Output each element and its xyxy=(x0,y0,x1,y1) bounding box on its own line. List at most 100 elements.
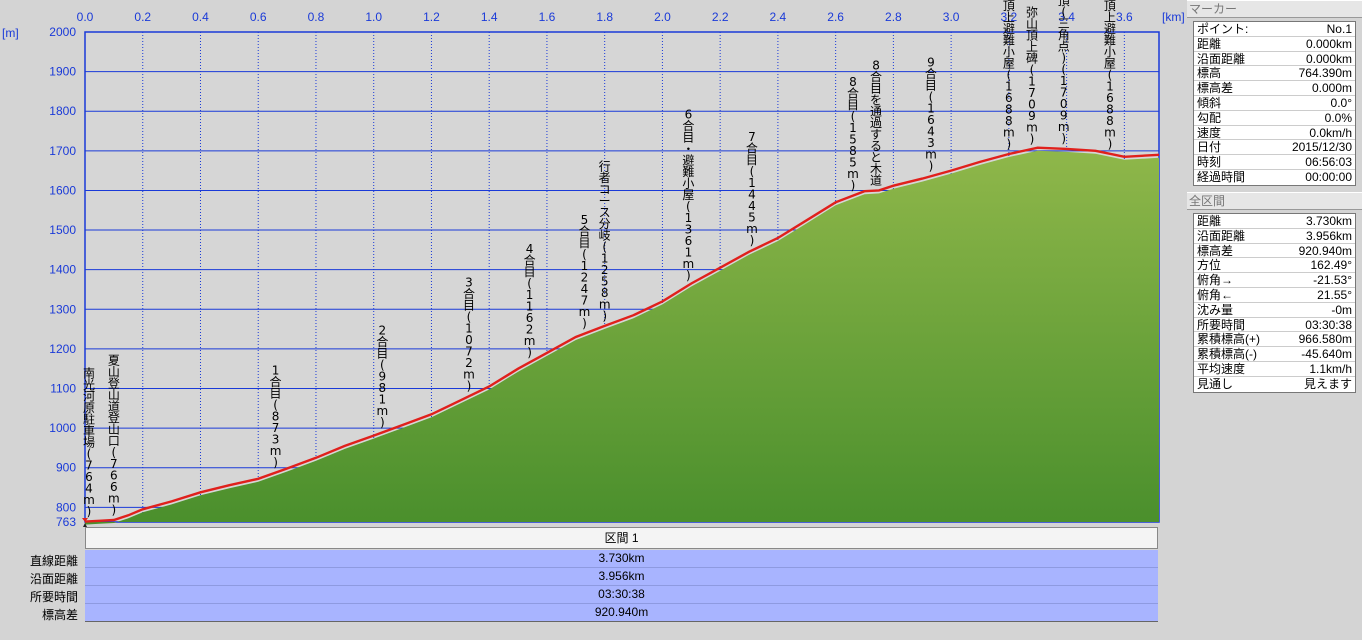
waypoint-char: 1 xyxy=(526,288,534,302)
waypoint-char: 三 xyxy=(1058,17,1070,31)
waypoint-char: 目 xyxy=(847,98,859,112)
section-header[interactable]: 区間 1 xyxy=(85,527,1158,549)
waypoint-char: 岐 xyxy=(599,228,611,242)
waypoint-char: ) xyxy=(851,179,856,193)
waypoint-char: 7 xyxy=(1028,86,1036,100)
x-tick-label: 3.0 xyxy=(943,10,960,24)
waypoint-char: を xyxy=(870,93,882,107)
waypoint-char: ) xyxy=(1061,51,1066,65)
panel-row-label: 標高差 xyxy=(1197,243,1234,258)
waypoint-char: 6 xyxy=(1106,91,1114,105)
waypoint-char: 夏 xyxy=(108,354,120,368)
panel-row-value: 920.940m xyxy=(1298,243,1352,258)
waypoint-char: 8 xyxy=(1106,102,1114,116)
waypoint-char: ) xyxy=(467,379,472,393)
x-tick-label: 1.6 xyxy=(539,10,556,24)
panel-row-label: 時刻 xyxy=(1197,155,1222,170)
waypoint-char: ) xyxy=(380,415,385,429)
panel-row-value: 764.390m xyxy=(1298,66,1352,81)
x-tick-label: 3.4 xyxy=(1058,10,1075,24)
waypoint-char: ( xyxy=(1007,68,1012,82)
waypoint-char: 1 xyxy=(927,102,935,116)
waypoint-char: 5 xyxy=(849,156,857,170)
elevation-chart[interactable]: 0.0 0.2 0.4 0.6 0.8 1.0 1.2 1.4 1.6 1.8 2.0 2.2 2.4 2… xyxy=(0,0,1187,527)
waypoint-char: 6 xyxy=(685,107,693,121)
waypoint-char: 6 xyxy=(110,469,118,483)
start-marker[interactable] xyxy=(81,518,89,527)
waypoint-char: ) xyxy=(527,345,532,359)
waypoint-char: 目 xyxy=(746,153,758,167)
waypoint-char: m xyxy=(1058,120,1070,134)
panel-row-label: 傾斜 xyxy=(1197,95,1222,110)
y-tick-label: 1800 xyxy=(49,104,76,118)
panel-row-value: 966.580m xyxy=(1298,332,1352,347)
waypoint-char: 7 xyxy=(110,457,118,471)
x-tick-label: 0.2 xyxy=(134,10,151,24)
waypoint-char: m xyxy=(108,492,120,506)
section-row-label: 所要時間 xyxy=(29,590,78,604)
waypoint-char: 9 xyxy=(927,56,935,70)
panel-row-value: -45.640m xyxy=(1301,347,1352,362)
panel-row-label: 俯角→ xyxy=(1197,273,1234,288)
waypoint-char: 山 xyxy=(1026,17,1038,31)
x-tick-label: 0.0 xyxy=(77,10,94,24)
waypoint-char: 避 xyxy=(1104,22,1116,36)
x-tick-label: 1.2 xyxy=(423,10,440,24)
waypoint-char: 頂 xyxy=(1003,0,1015,13)
waypoint-char: る xyxy=(870,139,882,153)
waypoint-char: 者 xyxy=(599,171,611,185)
panel-row-value: 0.000m xyxy=(1311,81,1352,96)
waypoint-char: 6 xyxy=(526,311,534,325)
waypoint-char: ) xyxy=(273,456,278,470)
waypoint-char: ( xyxy=(851,110,856,124)
terrain-area xyxy=(85,150,1159,525)
waypoint-char: 3 xyxy=(927,136,935,150)
waypoint-char: コ xyxy=(599,182,611,196)
waypoint-char: 登 xyxy=(108,376,120,391)
panel-row: 距離 3.730km xyxy=(1194,214,1355,229)
y-tick-label: 800 xyxy=(56,500,76,514)
waypoint-char: 目 xyxy=(376,346,388,360)
panel-row: 所要時間 03:30:38 xyxy=(1194,318,1355,333)
cursor-arrow-icon xyxy=(83,523,87,527)
waypoint-char: 合 xyxy=(376,334,388,349)
waypoint-char: 上 xyxy=(1104,10,1116,24)
waypoint-labels: 南光河原駐車場(764m)夏山登山道登山口(766m)1合目(873m)2合目(… xyxy=(83,0,1116,519)
panel-row-label: 標高 xyxy=(1197,66,1222,81)
waypoint-char: 6 xyxy=(685,234,693,248)
waypoint-char: 1 xyxy=(748,176,756,190)
waypoint-char: 光 xyxy=(83,378,95,392)
panel-row-label: 速度 xyxy=(1197,125,1222,140)
waypoint-char: 8 xyxy=(1106,114,1114,128)
section-row-value: 3.956km xyxy=(85,568,1158,586)
waypoint-char: 7 xyxy=(748,130,756,144)
x-tick-label: 0.4 xyxy=(192,10,209,24)
panel-row: 俯角← 21.55° xyxy=(1194,288,1355,303)
section-row-label: 標高差 xyxy=(41,608,78,622)
waypoint-char: 8 xyxy=(849,144,857,158)
waypoint-char: 3 xyxy=(465,276,473,290)
waypoint-char: 屋 xyxy=(1104,56,1116,70)
panel-row: 沈み量 -0m xyxy=(1194,303,1355,318)
panel-row-value: 見えます xyxy=(1303,376,1352,391)
waypoint-char: 頂 xyxy=(1104,0,1116,13)
waypoint-char: ( xyxy=(273,398,278,412)
waypoint-char: ) xyxy=(750,233,755,247)
